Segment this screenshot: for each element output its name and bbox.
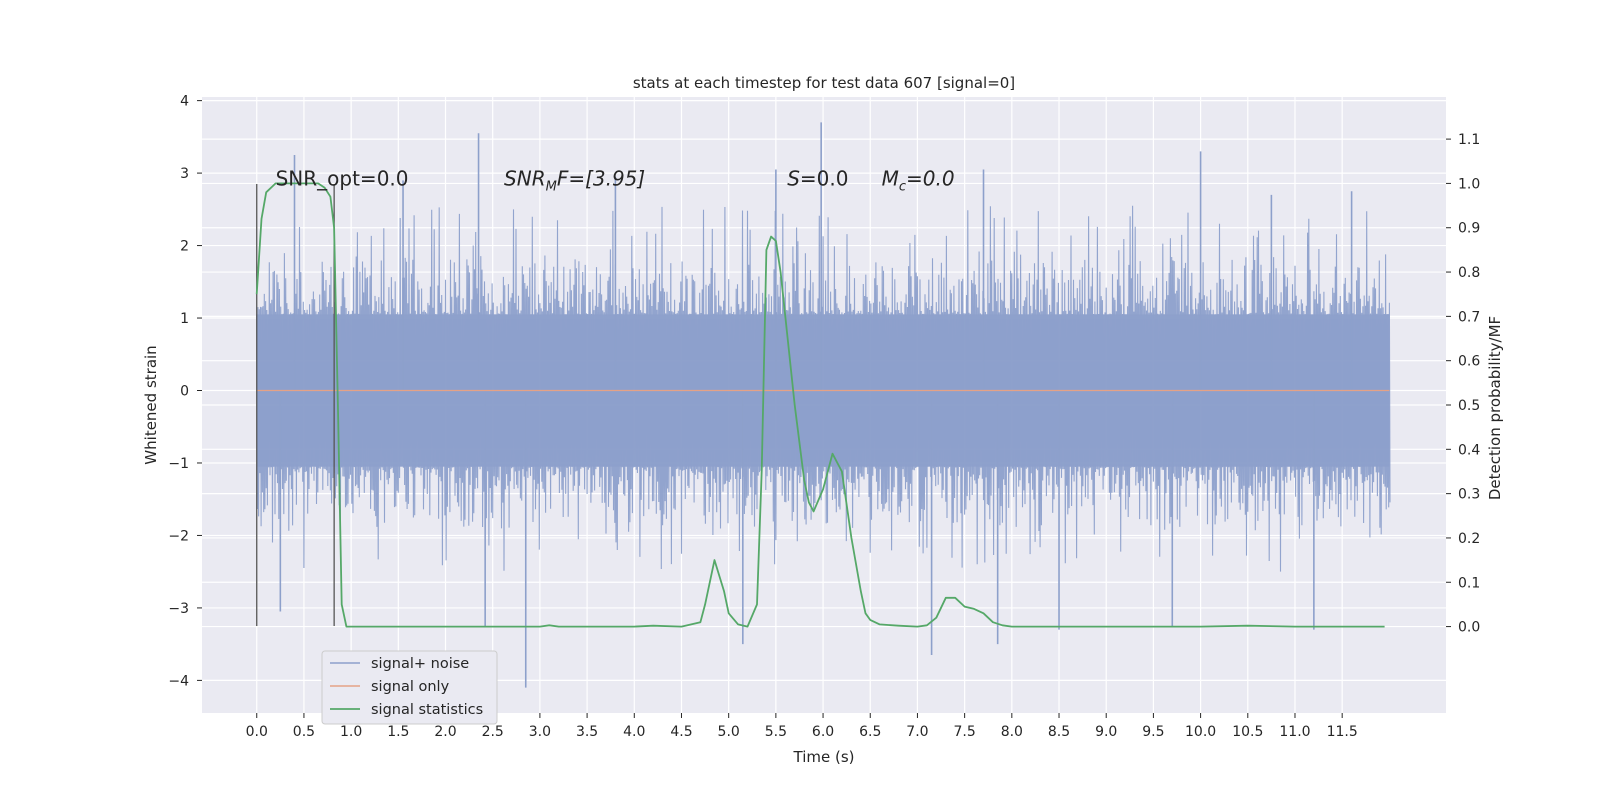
x-tick-label: 10.0 (1185, 724, 1216, 740)
y-tick-label: −1 (168, 456, 189, 472)
y2-tick-label: 0.6 (1458, 354, 1480, 370)
x-tick-label: 11.0 (1279, 724, 1310, 740)
x-axis-label: Time (s) (793, 748, 855, 766)
y-tick-label: 1 (180, 311, 189, 327)
legend-label-noise: signal+ noise (371, 656, 469, 672)
y-tick-label: −2 (168, 528, 189, 544)
x-tick-label: 8.0 (1001, 724, 1023, 740)
x-tick-label: 4.5 (670, 724, 692, 740)
statistics-line (255, 182, 1385, 628)
x-tick-label: 0.5 (293, 724, 315, 740)
y2-tick-label: 0.0 (1458, 620, 1480, 636)
legend-frame (321, 650, 498, 725)
y-tick-label: 2 (180, 239, 189, 255)
x-tick-label: 3.0 (529, 724, 551, 740)
y2-tick-label: 0.1 (1458, 575, 1480, 591)
x-tick-label: 8.5 (1048, 724, 1070, 740)
y-tick-label: 4 (180, 94, 189, 110)
y2-tick-label: 1.0 (1458, 176, 1480, 192)
y2-tick-label: 0.2 (1458, 531, 1480, 547)
x-tick-label: 9.0 (1095, 724, 1117, 740)
y2-tick-label: 0.8 (1458, 265, 1480, 281)
annotation-text: S=0.0 (787, 166, 848, 190)
y2-tick-label: 0.9 (1458, 221, 1480, 237)
annotation-text: Mc=0.0 (882, 166, 955, 194)
axes: 0.0 0.5 1.0 1.5 2.0 2.5 3.0 3.5 4.0 4.5 5.0 5.5 6.0 6… (168, 94, 1480, 740)
x-tick-label: 4.0 (623, 724, 645, 740)
x-tick-label: 6.5 (859, 724, 881, 740)
x-tick-label: 7.5 (954, 724, 976, 740)
x-tick-label: 2.5 (482, 724, 504, 740)
annotations: SNR_opt=0.0 SNRMF=[3.95] S=0.0 Mc=0.0 (276, 166, 955, 194)
x-tick-label: 9.5 (1142, 724, 1164, 740)
x-tick-label: 11.5 (1327, 724, 1358, 740)
x-tick-label: 5.5 (765, 724, 787, 740)
x-tick-label: 6.0 (812, 724, 834, 740)
chart-title: stats at each timestep for test data 607… (633, 74, 1015, 92)
y2-tick-label: 0.7 (1458, 309, 1480, 325)
y-tick-label: −3 (168, 601, 189, 617)
x-tick-label: 10.5 (1232, 724, 1263, 740)
annotation-text: SNR_opt=0.0 (276, 166, 409, 190)
y2-tick-label: 1.1 (1458, 132, 1480, 148)
y-tick-label: 0 (180, 384, 189, 400)
x-tick-label: 1.5 (387, 724, 409, 740)
y-tick-label: 3 (180, 166, 189, 182)
y2-tick-label: 0.5 (1458, 398, 1480, 414)
legend-label-statistics: signal statistics (371, 702, 483, 718)
x-tick-label: 5.0 (718, 724, 740, 740)
x-tick-label: 0.0 (246, 724, 268, 740)
y-tick-label: −4 (168, 673, 189, 689)
legend-label-signal: signal only (371, 679, 450, 695)
x-tick-label: 1.0 (340, 724, 362, 740)
y-axis-label: Whitened strain (142, 345, 160, 464)
x-tick-label: 2.0 (434, 724, 456, 740)
y2-tick-label: 0.4 (1458, 442, 1480, 458)
signal-statistics-series (255, 182, 1385, 628)
annotation-text: SNRMF=[3.95] (504, 166, 645, 194)
x-tick-label: 7.0 (906, 724, 928, 740)
y2-axis-label: Detection probability/MF (1486, 316, 1504, 500)
y2-tick-label: 0.3 (1458, 487, 1480, 503)
legend: signal+ noise signal only signal statist… (321, 650, 498, 725)
x-tick-label: 3.5 (576, 724, 598, 740)
